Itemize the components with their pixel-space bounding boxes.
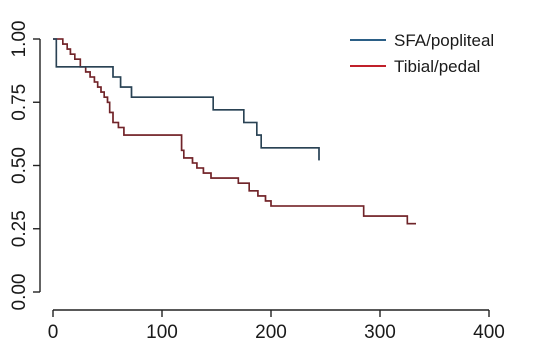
legend-label: SFA/popliteal bbox=[394, 31, 494, 50]
x-tick-label: 300 bbox=[364, 322, 396, 343]
x-tick-label: 400 bbox=[473, 322, 505, 343]
y-tick-label: 1.00 bbox=[9, 21, 30, 58]
axes-layer: 0.00 0.25 0.50 0.75 1.00 0 100 200 300 400 bbox=[9, 21, 505, 343]
y-tick-label: 0.25 bbox=[9, 210, 30, 247]
series-line-shade bbox=[53, 38, 320, 161]
legend-label: Tibial/pedal bbox=[394, 57, 480, 76]
series-layer bbox=[53, 38, 416, 225]
x-tick-label: 0 bbox=[48, 322, 59, 343]
y-tick-label: 0.50 bbox=[9, 147, 30, 184]
x-tick-label: 100 bbox=[146, 322, 178, 343]
series-line-sfa-popliteal bbox=[53, 38, 320, 161]
x-tick-label: 200 bbox=[255, 322, 287, 343]
legend: SFA/popliteal Tibial/pedal bbox=[350, 31, 494, 76]
y-tick-label: 0.00 bbox=[9, 274, 30, 311]
y-tick-label: 0.75 bbox=[9, 84, 30, 121]
